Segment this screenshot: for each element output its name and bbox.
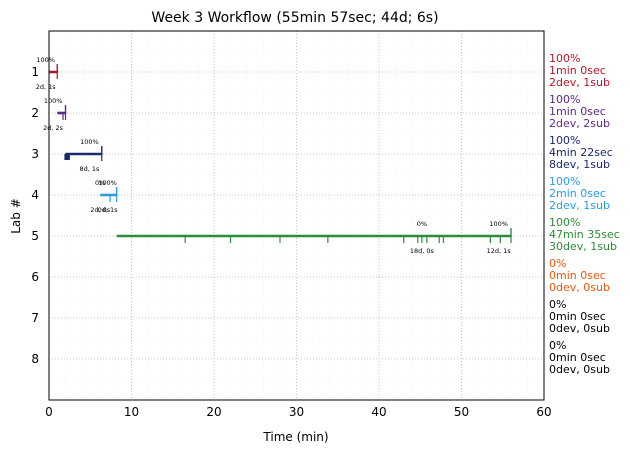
lab-6-summary-line: 0% [549, 257, 566, 270]
lab-4-summary-line: 100% [549, 175, 580, 188]
lab-3-annotation-bottom: 8d, 1s [79, 165, 100, 173]
lab-1-summary-line: 100% [549, 52, 580, 65]
lab-5-annotation-bottom: 18d, 0s [410, 247, 435, 255]
lab-3-summary-line: 8dev, 1sub [549, 158, 610, 171]
x-tick-label: 0 [45, 405, 53, 419]
lab-3-annotation-top: 100% [80, 138, 99, 146]
grid [48, 31, 545, 400]
lab-2-summary-line: 1min 0sec [549, 105, 606, 118]
axis-ticks: 0 10 20 30 40 50 60 1 2 3 4 5 6 7 8 [31, 65, 551, 419]
plot-area: 100% 2d, 1s 100% 2d, 2s 100% 8d, 1s 0% 2d, 0s 10… [36, 56, 512, 255]
x-tick-label: 10 [124, 405, 139, 419]
lab-3-summary-line: 4min 22sec [549, 146, 613, 159]
lab-4-annotation-top: 0% [95, 179, 105, 187]
lab-5-summary-line: 30dev, 1sub [549, 240, 617, 253]
lab-1-summary-line: 1min 0sec [549, 64, 606, 77]
y-tick-label: 5 [31, 229, 39, 243]
lab-4-annotation-bottom: 0d, 1s [98, 206, 119, 214]
lab-4-summary-line: 2min 0sec [549, 187, 606, 200]
lab-4-annotation-bottom: 2d, 0s [90, 206, 111, 214]
lab-8-summary-line: 0dev, 0sub [549, 363, 610, 376]
y-tick-label: 6 [31, 270, 39, 284]
lab-2-annotation-top: 100% [44, 97, 63, 105]
lab-6-summary-line: 0dev, 0sub [549, 281, 610, 294]
lab-5-annotation-top: 0% [417, 220, 427, 228]
y-tick-label: 7 [31, 311, 39, 325]
lab-5-summary-line: 100% [549, 216, 580, 229]
x-tick-label: 30 [289, 405, 304, 419]
lab-5-annotation-top: 100% [489, 220, 508, 228]
lab-5-annotation-bottom: 12d, 1s [487, 247, 512, 255]
y-axis-label: Lab # [9, 198, 23, 234]
y-tick-label: 3 [31, 147, 39, 161]
lab-7-summary-line: 0% [549, 298, 566, 311]
lab-7-summary-line: 0min 0sec [549, 310, 606, 323]
lab-2-summary-line: 100% [549, 93, 580, 106]
lab-8-summary-line: 0min 0sec [549, 351, 606, 364]
lab-8-summary-line: 0% [549, 339, 566, 352]
plot-frame [48, 30, 545, 401]
lab-7-summary-line: 0dev, 0sub [549, 322, 610, 335]
lab-6-summary-line: 0min 0sec [549, 269, 606, 282]
lab-3-summary-line: 100% [549, 134, 580, 147]
lab-1-annotation-bottom: 2d, 1s [36, 83, 57, 91]
lab-2-summary-line: 2dev, 2sub [549, 117, 610, 130]
y-tick-label: 1 [31, 65, 39, 79]
x-tick-label: 20 [206, 405, 221, 419]
y-tick-label: 8 [31, 352, 39, 366]
y-tick-label: 2 [31, 106, 39, 120]
lab-4-annotation-top: 100% [98, 179, 117, 187]
lab-4-summary-line: 2dev, 1sub [549, 199, 610, 212]
lab-1-annotation-top: 100% [36, 56, 55, 64]
y-tick-label: 4 [31, 188, 39, 202]
lab-5-summary-line: 47min 35sec [549, 228, 620, 241]
x-axis-label: Time (min) [262, 430, 328, 444]
chart-title: Week 3 Workflow (55min 57sec; 44d; 6s) [151, 10, 438, 26]
lab-2-annotation-bottom: 2d, 2s [43, 124, 64, 132]
x-tick-label: 50 [454, 405, 469, 419]
x-tick-label: 40 [371, 405, 386, 419]
x-tick-label: 60 [536, 405, 551, 419]
lab-1-summary-line: 2dev, 1sub [549, 76, 610, 89]
